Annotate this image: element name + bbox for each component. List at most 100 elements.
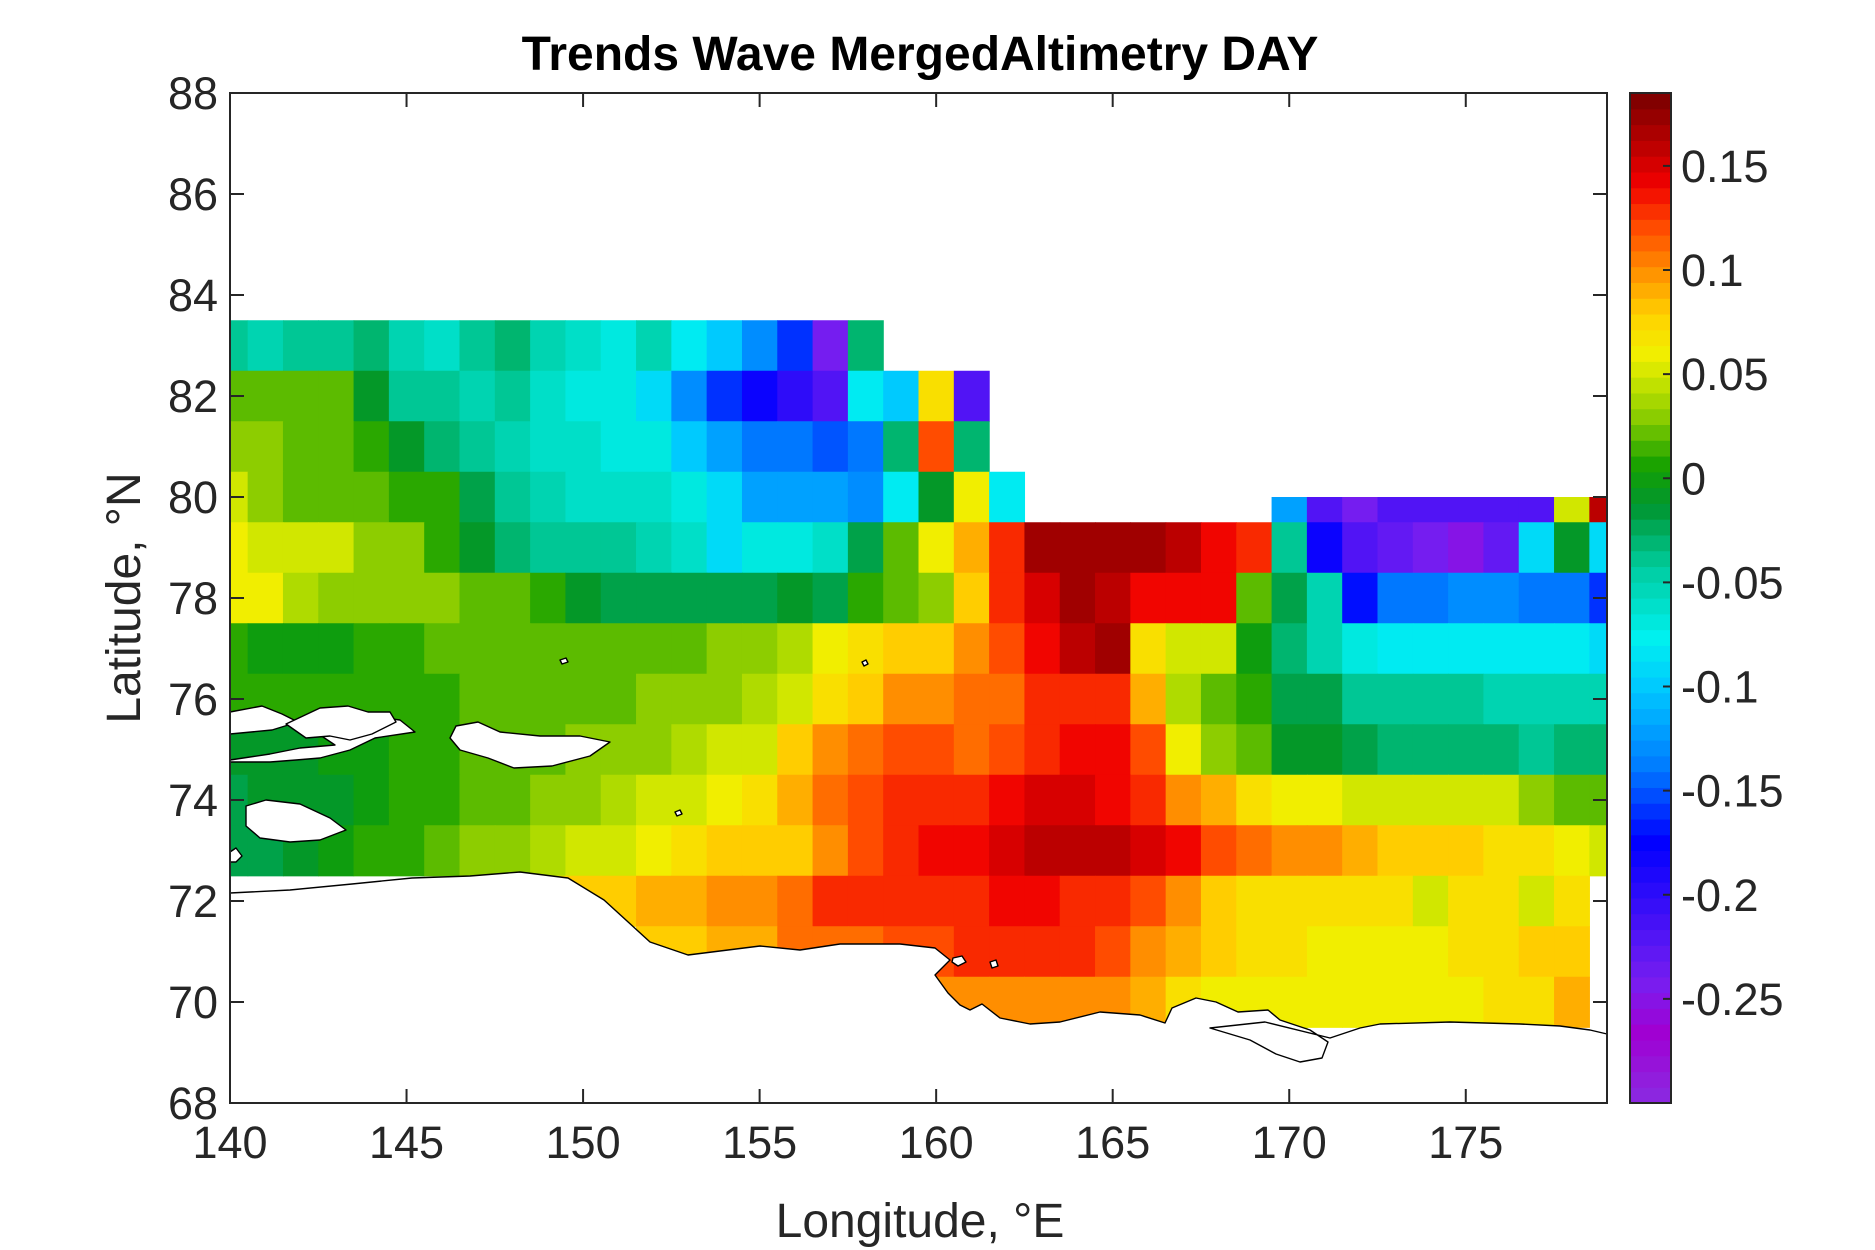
heatmap-cell [812,320,849,372]
heatmap-cell [883,370,920,422]
heatmap-cell [777,471,814,498]
land-polygon [861,659,869,667]
colorbar-step [1630,787,1671,804]
x-tick-label: 170 [1252,1117,1327,1168]
heatmap-cell [388,572,425,624]
heatmap-cell [565,673,602,725]
heatmap-cell [777,875,814,927]
heatmap-cell [918,774,955,826]
heatmap-cell [247,497,284,523]
heatmap-cell [953,522,990,574]
heatmap-cell [600,673,637,725]
heatmap-cell [1095,875,1131,927]
heatmap-cell [812,497,849,523]
heatmap-cell [459,623,496,675]
heatmap-cell [1165,774,1202,826]
heatmap-cell [706,522,743,574]
heatmap-cell [1412,673,1449,725]
colorbar-step [1630,629,1671,646]
heatmap-cell [1483,572,1520,624]
colorbar-step [1630,598,1671,615]
heatmap-cell [247,623,284,675]
heatmap-cell [706,370,743,422]
heatmap-cell [812,774,849,826]
colorbar-step [1630,1055,1671,1073]
land-mask [229,657,1608,1104]
heatmap-cell [230,471,249,498]
heatmap-cell [741,320,778,372]
heatmap-cell [1448,623,1485,675]
heatmap-cell [1342,572,1379,624]
heatmap-cell [847,825,884,877]
heatmap-cell [918,875,955,927]
heatmap-cell [1412,926,1449,978]
heatmap-cell [530,825,567,877]
heatmap-cell [953,421,990,473]
heatmap-cell [424,623,461,675]
heatmap-cell [388,370,425,422]
x-tick-label: 150 [546,1117,621,1168]
heatmap-cell [777,421,814,473]
colorbar-step [1630,455,1671,473]
heatmap-cell [1554,522,1590,574]
heatmap-cell [706,724,743,776]
heatmap-cell [1200,774,1237,826]
heatmap-cell [953,774,990,826]
colorbar-step [1630,724,1671,741]
heatmap-cell [1377,926,1414,978]
heatmap-cell [1200,825,1237,877]
heatmap-cell [388,825,425,877]
heatmap-cell [600,724,637,776]
y-tick-label: 80 [168,472,218,523]
x-tick-label: 155 [722,1117,797,1168]
heatmap-cell [812,825,849,877]
heatmap-cell [1200,623,1237,675]
heatmap-cell [565,471,602,498]
heatmap-cell [388,320,425,372]
heatmap-cell [424,471,461,498]
y-axis-label: Latitude, °N [98,472,151,723]
heatmap-cell [989,673,1026,725]
heatmap-cell [989,471,1026,498]
heatmap-cell [530,623,567,675]
heatmap-cell [1130,825,1167,877]
heatmap-cell [353,421,390,473]
heatmap-cell [459,522,496,574]
land-polygon [229,871,1608,1104]
heatmap-cell [1342,875,1379,927]
colorbar-step [1630,171,1671,189]
heatmap-cell [1306,926,1343,978]
colorbar-tick-label: -0.25 [1681,974,1784,1025]
heatmap-cell [459,320,496,372]
y-tick-label: 82 [168,371,218,422]
heatmap-cell [741,825,778,877]
heatmap-cell [1554,774,1590,826]
heatmap-cell [847,370,884,422]
heatmap-cell [1306,825,1343,877]
heatmap-cell [706,774,743,826]
heatmap-cell [1130,875,1167,927]
heatmap-cell [1483,774,1520,826]
heatmap-cell [1448,926,1485,978]
heatmap-cell [565,320,602,372]
heatmap-cell [883,724,920,776]
heatmap-cell [741,572,778,624]
colorbar-frame [1629,92,1672,1104]
heatmap-cell [1306,774,1343,826]
heatmap-cell [388,471,425,498]
heatmap-cell [530,774,567,826]
heatmap-cell [1271,875,1308,927]
heatmap-cell [318,320,355,372]
heatmap-cell [1236,673,1273,725]
heatmap-cell [388,421,425,473]
heatmap-cell [883,825,920,877]
colorbar-step [1630,834,1671,852]
colorbar-tick-label: -0.15 [1681,766,1784,817]
heatmap-cell [282,572,319,624]
heatmap-cell [230,421,249,473]
heatmap-cell [282,370,319,422]
heatmap-cell [494,522,531,574]
heatmap-cell [671,825,708,877]
heatmap-cell [424,825,461,877]
heatmap-cell [600,370,637,422]
